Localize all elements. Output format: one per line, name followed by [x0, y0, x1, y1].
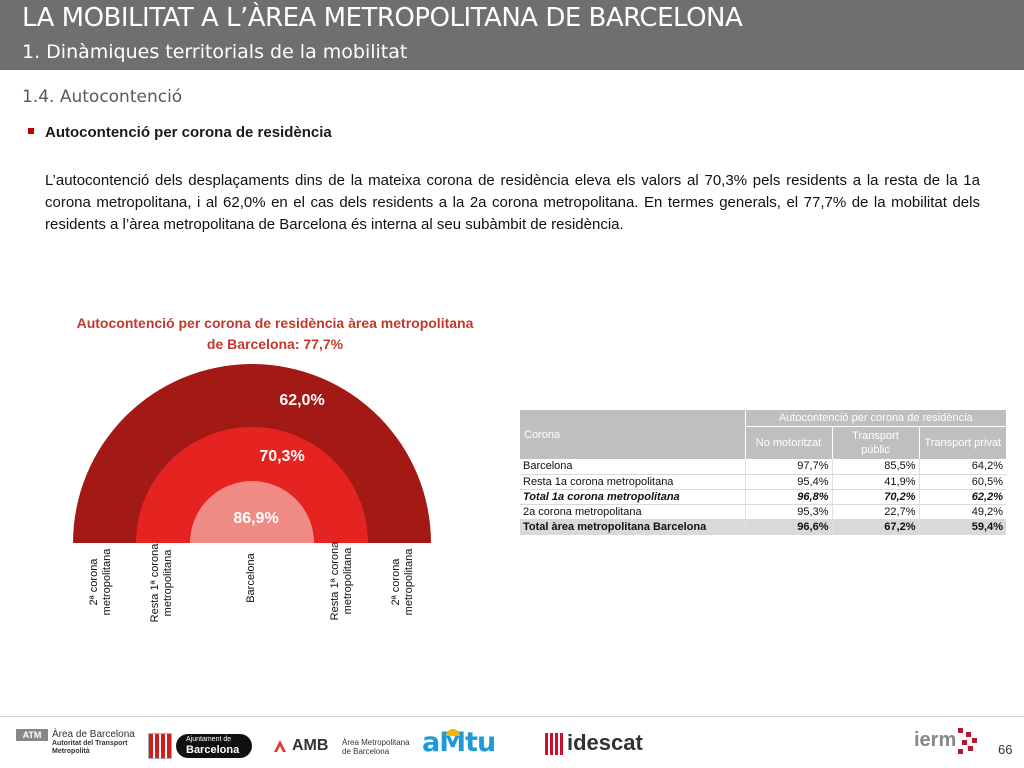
ajuntament-text-line2: Barcelona — [186, 744, 240, 756]
ajuntament-logo: Ajuntament de Barcelona — [148, 731, 254, 761]
axis-label-2a-corona-right: 2ª corona metropolitana — [390, 548, 415, 616]
middle-ring-label: 70,3% — [259, 448, 304, 465]
table-row: Barcelona 97,7% 85,5% 64,2% — [520, 459, 1006, 475]
axis-label-2a-corona-left: 2ª corona metropolitana — [88, 548, 113, 616]
amb-mark-icon — [274, 740, 286, 752]
row-name: Total 1a corona metropolitana — [520, 489, 745, 505]
table-row: Total 1a corona metropolitana 96,8% 70,2… — [520, 489, 1006, 505]
footer-divider — [0, 716, 1024, 717]
page-title: LA MOBILITAT A L’ÀREA METROPOLITANA DE B… — [22, 3, 743, 33]
col-header-transport-privat: Transport privat — [918, 426, 1006, 459]
ierm-squares-icon — [958, 728, 977, 754]
row-name: Resta 1a corona metropolitana — [520, 474, 745, 490]
cell-value: 70,2% — [831, 489, 919, 505]
header-bar: LA MOBILITAT A L’ÀREA METROPOLITANA DE B… — [0, 0, 1024, 70]
body-paragraph: L’autocontenció dels desplaçaments dins … — [45, 172, 980, 233]
axis-label-resta-1a-left: Resta 1ª corona metropolitana — [149, 543, 174, 623]
cell-value: 96,8% — [744, 489, 832, 505]
table-row: Resta 1a corona metropolitana 95,4% 41,9… — [520, 474, 1006, 490]
inner-ring-arc — [190, 481, 314, 543]
amtu-accent-icon — [446, 729, 460, 736]
cell-value: 67,2% — [831, 519, 919, 535]
axis-label-barcelona: Barcelona — [245, 553, 257, 603]
amb-logo: AMB Àrea Metropolitana de Barcelona — [272, 733, 410, 759]
group-header-autocontencio: Autocontenció per corona de residència — [744, 410, 1006, 427]
atm-badge: ATM — [16, 729, 48, 741]
semicircle-chart: 62,0% 70,3% 86,9% — [73, 364, 431, 543]
ajuntament-text-line1: Ajuntament de — [186, 736, 232, 743]
amb-subtext-line1: Àrea Metropolitana — [342, 738, 410, 747]
cell-value: 62,2% — [918, 489, 1006, 505]
page-subtitle: 1. Dinàmiques territorials de la mobilit… — [22, 41, 408, 63]
bullet-title: Autocontenció per corona de residència — [45, 124, 332, 141]
page-number: 66 — [998, 742, 1013, 757]
ierm-text: ierm — [914, 729, 957, 751]
ierm-logo: ierm — [914, 726, 984, 760]
atm-text-line1: Àrea de Barcelona — [52, 729, 135, 740]
cell-value: 60,5% — [918, 474, 1006, 490]
atm-text-line3: Metropolità — [52, 748, 90, 755]
bullet-square-icon — [28, 128, 34, 134]
section-title: 1.4. Autocontenció — [22, 87, 183, 107]
row-name: Total àrea metropolitana Barcelona — [520, 519, 745, 535]
cell-value: 85,5% — [831, 459, 919, 475]
cell-value: 64,2% — [918, 459, 1006, 475]
chart-title-line2: de Barcelona: 77,7% — [206, 336, 344, 352]
ajuntament-badge: Ajuntament de Barcelona — [176, 734, 252, 758]
atm-text-line2: Autoritat del Transport — [52, 740, 128, 747]
table-row: Total àrea metropolitana Barcelona 96,6%… — [520, 519, 1006, 535]
cell-value: 22,7% — [831, 504, 919, 520]
chart-title: Autocontenció per corona de residència à… — [40, 313, 510, 355]
cell-value: 95,3% — [744, 504, 832, 520]
cell-value: 59,4% — [918, 519, 1006, 535]
ajuntament-shield-icon — [148, 733, 172, 759]
table-row: 2a corona metropolitana 95,3% 22,7% 49,2… — [520, 504, 1006, 520]
cell-value: 95,4% — [744, 474, 832, 490]
cell-value: 97,7% — [744, 459, 832, 475]
idescat-text: idescat — [567, 730, 643, 755]
axis-label-resta-1a-right: Resta 1ª corona metropolitana — [329, 541, 354, 621]
col-header-corona: Corona — [520, 410, 745, 459]
cell-value: 96,6% — [744, 519, 832, 535]
outer-ring-label: 62,0% — [279, 392, 324, 409]
idescat-logo: idescat — [545, 730, 655, 760]
amb-text: AMB — [292, 737, 329, 754]
cell-value: 41,9% — [831, 474, 919, 490]
cell-value: 49,2% — [918, 504, 1006, 520]
col-header-transport-public: Transport públic — [831, 426, 919, 459]
row-name: 2a corona metropolitana — [520, 504, 745, 520]
autocontencio-table: Corona Autocontenció per corona de resid… — [520, 410, 1006, 535]
atm-logo: ATM Àrea de Barcelona Autoritat del Tran… — [16, 729, 135, 763]
inner-ring-label: 86,9% — [233, 510, 278, 527]
amb-subtext-line2: de Barcelona — [342, 747, 390, 756]
row-name: Barcelona — [520, 459, 745, 475]
amtu-logo: aMtu — [422, 727, 538, 763]
col-header-no-motoritzat: No motoritzat — [744, 426, 832, 459]
idescat-mark-icon — [545, 733, 565, 755]
chart-title-line1: Autocontenció per corona de residència à… — [76, 315, 474, 331]
